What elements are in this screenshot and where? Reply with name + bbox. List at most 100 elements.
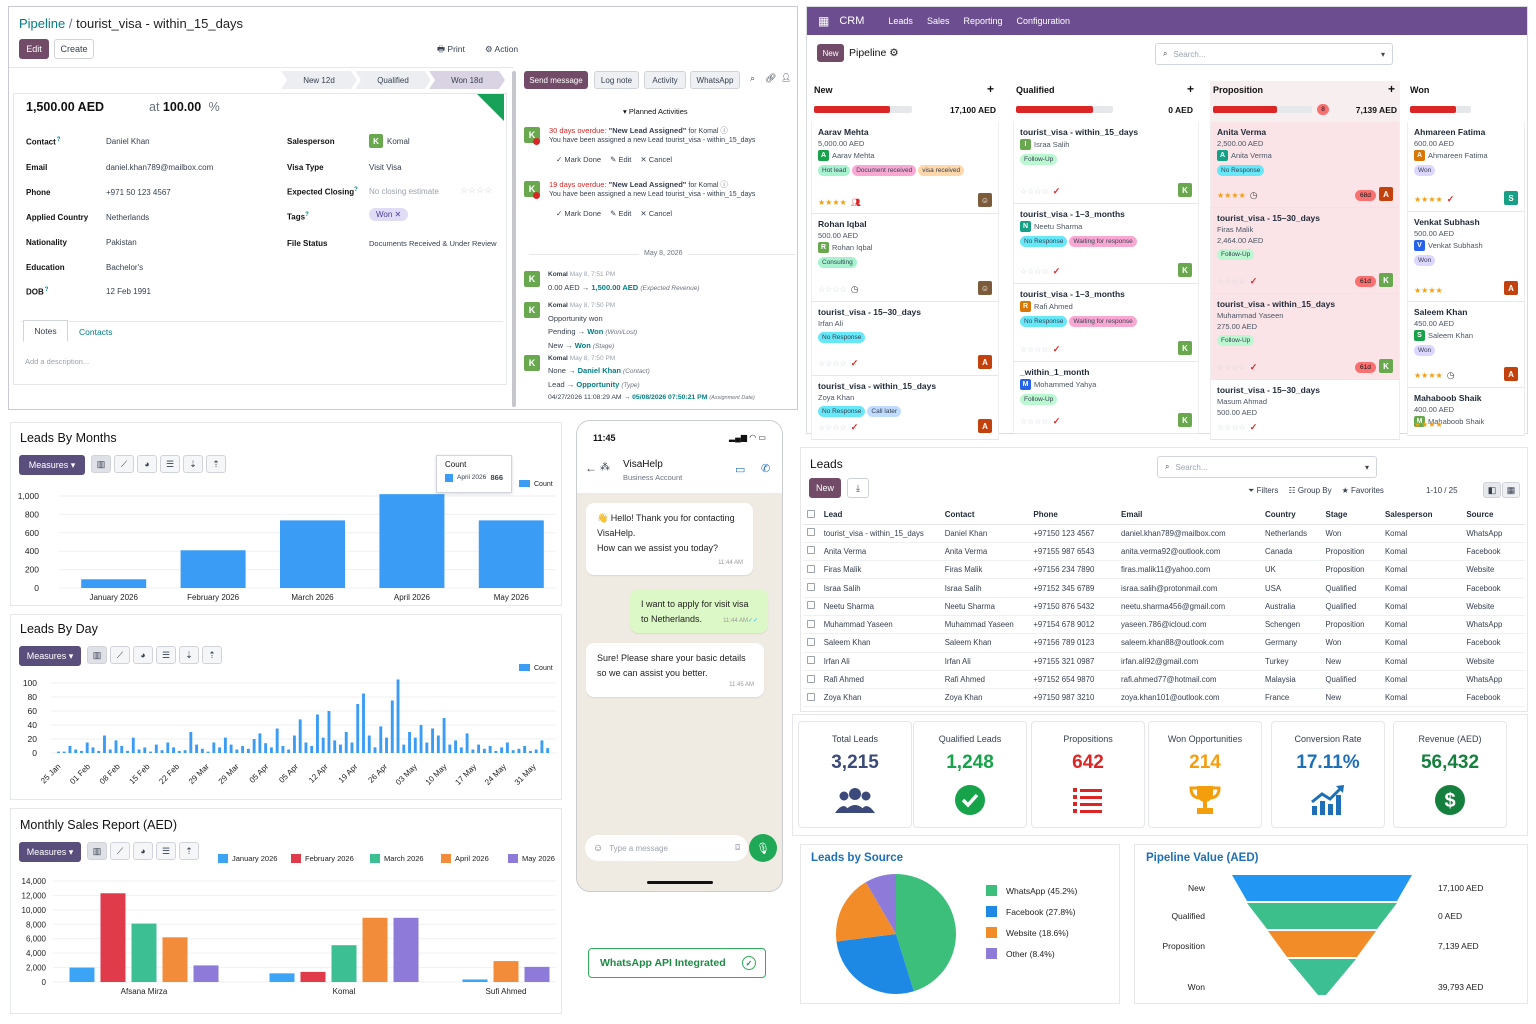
add-card-icon[interactable]: + xyxy=(1388,82,1396,96)
stage-qualified[interactable]: Qualified xyxy=(355,71,431,89)
back-arrow-icon[interactable]: ← xyxy=(585,461,597,475)
table-row[interactable]: Zoya Khan Zoya Khan +97150 987 3210 zoya.kh… xyxy=(803,688,1525,708)
edit-button[interactable]: ✎ Edit xyxy=(610,209,631,218)
leads-new-button[interactable]: New xyxy=(809,478,841,498)
phone-call-icon[interactable]: ✆ xyxy=(761,463,771,475)
line-chart-icon[interactable]: ⟋ xyxy=(114,455,134,473)
kanban-card[interactable]: Mahaboob Shaik 400.00 AED M Mahaboob Shaik ★… xyxy=(1407,388,1525,436)
menu-reporting[interactable]: Reporting xyxy=(963,16,1003,26)
menu-sales[interactable]: Sales xyxy=(926,16,950,26)
clock-icon[interactable]: ◷ xyxy=(1249,190,1258,200)
edit-button[interactable]: Edit xyxy=(19,39,49,59)
table-row[interactable]: Anita Verma Anita Verma +97155 987 6543 ani… xyxy=(803,542,1525,562)
kpi-card[interactable]: Revenue (AED) 56,432 $ xyxy=(1393,721,1507,828)
pie-chart-icon[interactable]: ◕ xyxy=(137,455,157,473)
tag-badge[interactable]: visa received xyxy=(918,165,965,176)
tag-badge[interactable]: Follow-Up xyxy=(1217,249,1255,260)
tag-badge[interactable]: No Response xyxy=(818,332,866,343)
line-chart-icon[interactable]: ⟋ xyxy=(110,842,130,860)
column-header[interactable]: Source xyxy=(1462,506,1525,525)
table-row[interactable]: Rafi Ahmed Rafi Ahmed +97152 654 9870 rafi.… xyxy=(803,670,1525,690)
expected-revenue[interactable]: 1,500.00 AED xyxy=(26,100,105,114)
priority-stars[interactable]: ☆☆☆☆ xyxy=(460,185,493,195)
app-name[interactable]: CRM xyxy=(839,15,865,27)
action-button[interactable]: ⚙ Action xyxy=(485,44,518,55)
form-scrollbar[interactable] xyxy=(512,71,516,407)
priority-stars[interactable]: ☆☆☆☆ xyxy=(1020,187,1049,196)
sort-asc-icon[interactable]: ⇡ xyxy=(179,842,199,860)
camera-icon[interactable]: ⌼ xyxy=(735,843,740,852)
cancel-button[interactable]: ✕ Cancel xyxy=(640,155,672,164)
row-checkbox[interactable] xyxy=(803,688,820,708)
measures-button[interactable]: Measures ▾ xyxy=(19,646,81,666)
column-header[interactable]: Phone xyxy=(1029,506,1118,525)
bar-chart-icon[interactable]: ▥ xyxy=(91,455,111,473)
field-value[interactable]: Daniel Khan xyxy=(106,137,150,146)
priority-stars[interactable]: ★★★★ xyxy=(818,198,847,207)
new-button[interactable]: New xyxy=(817,44,844,62)
download-icon[interactable]: ⤓ xyxy=(847,478,869,498)
kanban-card[interactable]: tourist_visa - 1–3_months R Rafi Ahmed No R… xyxy=(1013,284,1199,362)
mic-button[interactable]: 🎙︎ xyxy=(749,834,777,862)
file-status-value[interactable]: Documents Received & Under Review xyxy=(369,239,497,248)
filters-button[interactable]: ⏷ Filters xyxy=(1248,486,1279,495)
followers-icon[interactable]: 👤︎ xyxy=(781,73,792,82)
tag-badge[interactable]: Follow-Up xyxy=(1217,335,1255,346)
column-header[interactable]: Stage xyxy=(1321,506,1381,525)
row-checkbox[interactable] xyxy=(803,524,820,543)
row-checkbox[interactable] xyxy=(803,670,820,690)
column-header[interactable]: Salesperson xyxy=(1380,506,1463,525)
kpi-card[interactable]: Total Leads 3,215 xyxy=(798,721,912,828)
activity-button[interactable]: Activity xyxy=(644,71,686,89)
tag-badge[interactable]: Won xyxy=(1414,165,1436,176)
line-chart-icon[interactable]: ⟋ xyxy=(110,646,130,664)
tag-won[interactable]: Won ✕ xyxy=(369,208,409,221)
column-title[interactable]: Proposition xyxy=(1213,85,1263,95)
kpi-card[interactable]: Conversion Rate 17.11% xyxy=(1271,721,1385,828)
clock-icon[interactable]: ◷ xyxy=(850,284,859,294)
info-icon[interactable]: ⓘ xyxy=(720,126,728,135)
field-value[interactable]: Pakistan xyxy=(106,238,137,247)
kanban-view-button[interactable]: ▦ xyxy=(1502,482,1520,498)
chevron-down-icon[interactable]: ▾ xyxy=(1364,462,1369,472)
priority-stars[interactable]: ☆☆☆☆ xyxy=(1217,277,1246,286)
sort-asc-icon[interactable]: ⇡ xyxy=(206,455,226,473)
kanban-card[interactable]: Aarav Mehta 5,000.00 AED A Aarav Mehta Hot l… xyxy=(811,122,999,214)
column-header[interactable]: Lead xyxy=(819,506,941,525)
tab-notes[interactable]: Notes xyxy=(23,320,68,342)
measures-button[interactable]: Measures ▾ xyxy=(19,842,81,862)
tag-badge[interactable]: Document received xyxy=(852,165,917,176)
kpi-card[interactable]: Qualified Leads 1,248 xyxy=(913,721,1027,828)
kanban-card[interactable]: Saleem Khan 450.00 AED S Saleem Khan Won ★★★★… xyxy=(1407,302,1525,388)
priority-stars[interactable]: ★★★★ xyxy=(1414,420,1443,429)
tag-badge[interactable]: Waiting for response xyxy=(1069,316,1137,327)
field-value[interactable]: daniel.khan789@mailbox.com xyxy=(106,163,214,172)
log-note-button[interactable]: Log note xyxy=(594,71,639,89)
tag-badge[interactable]: No Response xyxy=(1020,236,1068,247)
add-card-icon[interactable]: + xyxy=(1187,82,1195,96)
edit-button[interactable]: ✎ Edit xyxy=(610,155,631,164)
priority-stars[interactable]: ☆☆☆☆ xyxy=(1217,363,1246,372)
kanban-card[interactable]: _within_1_month M Mohammed Yahya Follow-Up ☆… xyxy=(1013,362,1199,434)
chat-contact-name[interactable]: VisaHelp xyxy=(623,459,663,470)
planned-activities-header[interactable]: ▾ Planned Activities xyxy=(623,107,688,116)
row-checkbox[interactable] xyxy=(803,633,820,653)
kanban-card[interactable]: Ahmareen Fatima 600.00 AED A Ahmareen Fatim… xyxy=(1407,122,1525,212)
add-card-icon[interactable]: + xyxy=(987,82,995,96)
clock-icon[interactable]: ◷ xyxy=(1446,370,1455,380)
priority-stars[interactable]: ☆☆☆☆ xyxy=(1217,423,1246,432)
create-button[interactable]: Create xyxy=(54,39,94,59)
tag-badge[interactable]: Follow-Up xyxy=(1020,154,1058,165)
description-field[interactable]: Add a description... xyxy=(25,357,90,366)
priority-stars[interactable]: ☆☆☆☆ xyxy=(818,285,847,294)
message-input[interactable]: ☺ Type a message ⌼ xyxy=(585,835,748,861)
pie-chart-icon[interactable]: ◕ xyxy=(133,842,153,860)
kpi-card[interactable]: Propositions 642 xyxy=(1031,721,1145,828)
salesperson-field[interactable]: K Komal xyxy=(369,134,410,148)
field-value[interactable]: 12 Feb 1991 xyxy=(106,287,151,296)
video-call-icon[interactable]: ▭ xyxy=(735,464,746,476)
list-view-button[interactable]: ◧ xyxy=(1483,482,1501,498)
favorites-button[interactable]: ★ Favorites xyxy=(1341,486,1384,495)
paperclip-icon[interactable]: 🔗︎ xyxy=(765,73,777,83)
row-checkbox[interactable] xyxy=(803,542,820,562)
